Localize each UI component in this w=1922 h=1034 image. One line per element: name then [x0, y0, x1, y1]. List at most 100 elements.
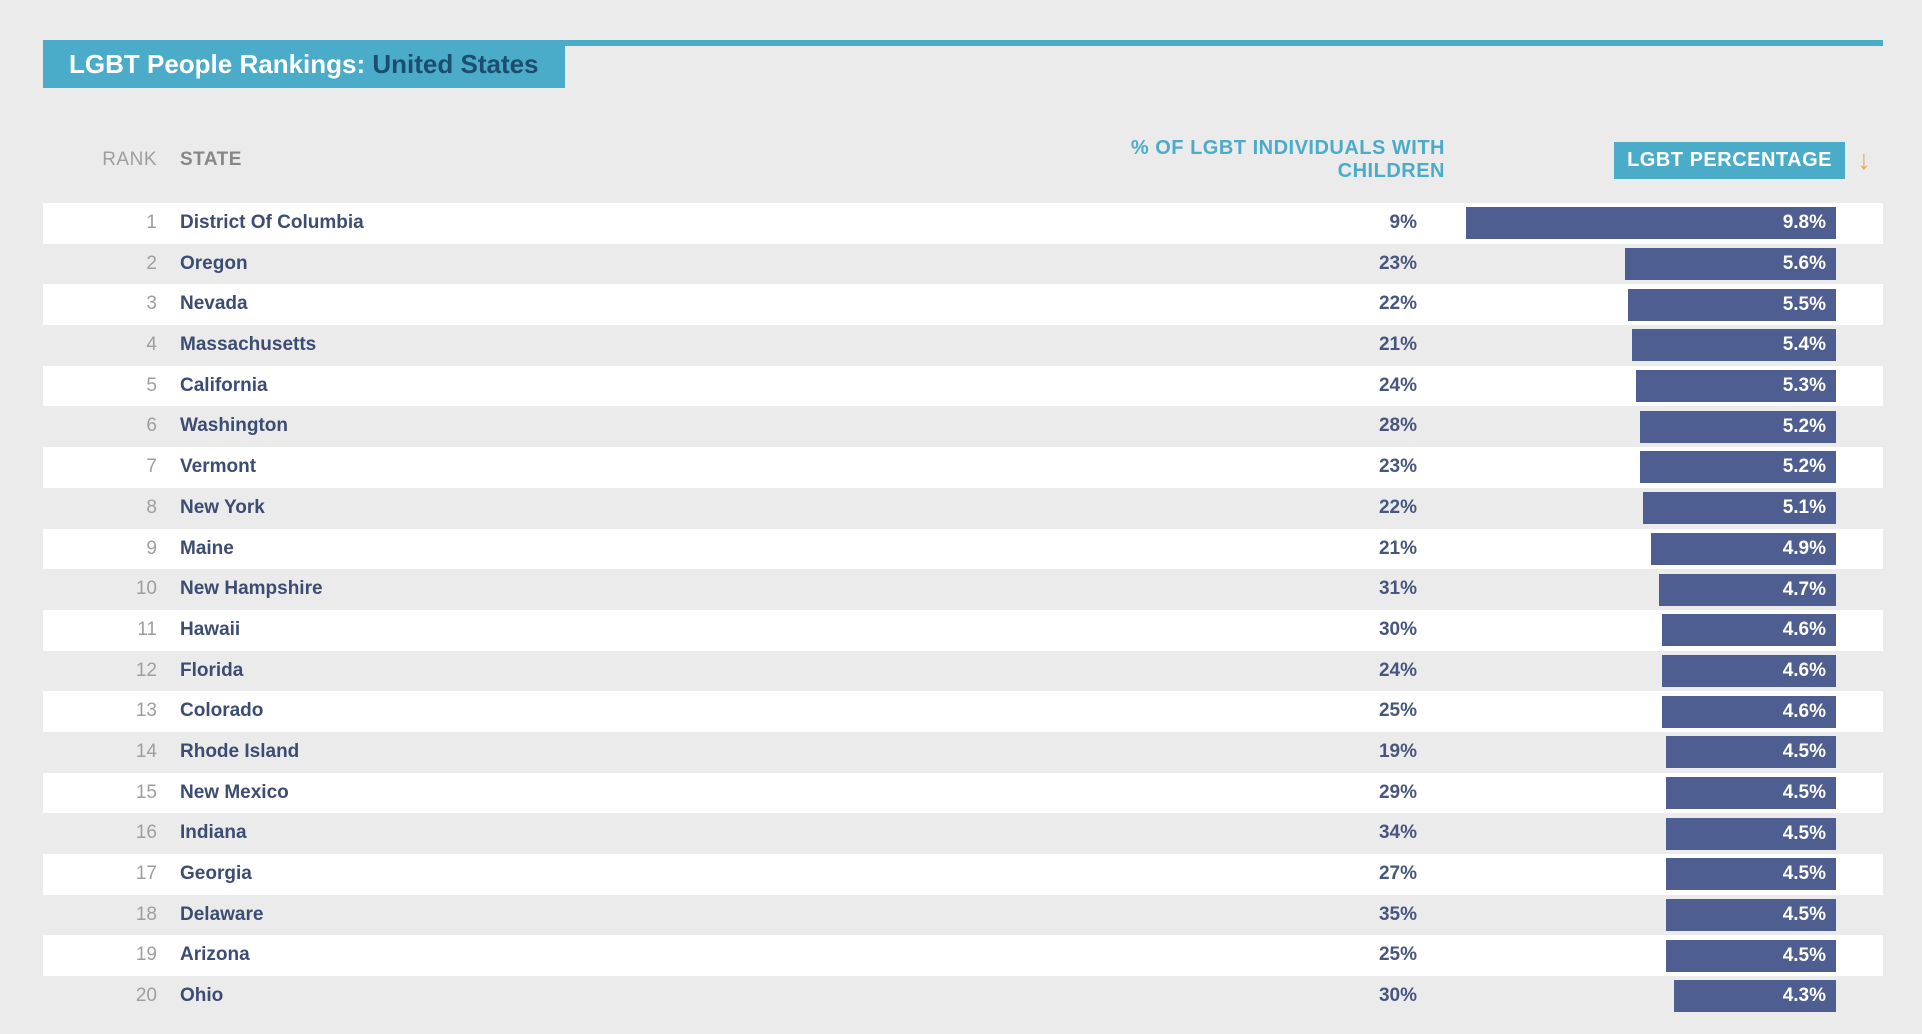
state-column-header: STATE	[180, 149, 242, 170]
rank-cell: 16	[135, 822, 157, 844]
accent-line	[43, 40, 1883, 46]
lgbt-percentage-bar-track: 4.5%	[1466, 813, 1836, 854]
rank-cell: 6	[146, 415, 157, 437]
lgbt-percentage-bar: 4.6%	[1662, 614, 1836, 647]
rank-cell: 15	[135, 781, 157, 803]
lgbt-percentage-value: 4.6%	[1782, 659, 1826, 681]
children-percent-cell: 9%	[1389, 212, 1417, 233]
lgbt-percentage-bar-track: 5.2%	[1466, 447, 1836, 488]
rank-cell: 18	[135, 903, 157, 925]
table-row: 4 Massachusetts 21% 5.4%	[43, 325, 1883, 366]
lgbt-percentage-column-header[interactable]: LGBT PERCENTAGE	[1614, 141, 1845, 179]
lgbt-percentage-bar-track: 5.1%	[1466, 488, 1836, 529]
lgbt-percentage-value: 4.5%	[1782, 944, 1826, 966]
lgbt-percentage-bar-track: 4.5%	[1466, 773, 1836, 814]
state-name-cell: Maine	[180, 537, 234, 559]
sort-descending-icon[interactable]: ↓	[1857, 144, 1871, 175]
table-row: 5 California 24% 5.3%	[43, 365, 1883, 407]
rank-cell: 1	[146, 212, 157, 233]
state-name-cell: Vermont	[180, 456, 257, 478]
state-name-cell: New Mexico	[180, 781, 289, 803]
lgbt-percentage-bar: 4.6%	[1662, 695, 1836, 728]
table-row: 18 Delaware 35% 4.5%	[43, 895, 1883, 936]
children-percent-cell: 34%	[1378, 822, 1417, 844]
lgbt-percentage-bar: 4.5%	[1666, 939, 1836, 972]
children-percent-cell: 19%	[1378, 740, 1417, 762]
children-percent-cell: 29%	[1378, 781, 1417, 803]
lgbt-percentage-bar: 9.8%	[1466, 207, 1836, 240]
lgbt-percentage-bar-track: 4.6%	[1466, 691, 1836, 732]
rank-cell: 5	[146, 374, 157, 396]
lgbt-percentage-bar-track: 4.6%	[1466, 610, 1836, 651]
lgbt-percentage-bar: 5.3%	[1635, 370, 1836, 403]
children-percent-cell: 24%	[1378, 374, 1417, 396]
children-percent-cell: 21%	[1378, 537, 1417, 559]
page-title: LGBT People Rankings: United States	[43, 40, 565, 88]
lgbt-percentage-bar: 5.4%	[1632, 329, 1836, 362]
lgbt-percentage-value: 4.5%	[1782, 822, 1826, 844]
table-row: 14 Rhode Island 19% 4.5%	[43, 732, 1883, 773]
lgbt-percentage-value: 5.3%	[1782, 375, 1826, 397]
lgbt-percentage-value: 4.5%	[1782, 904, 1826, 926]
state-name-cell: New Hampshire	[180, 578, 323, 600]
rank-cell: 9	[146, 537, 157, 559]
lgbt-percentage-bar-track: 4.5%	[1466, 854, 1836, 895]
lgbt-percentage-value: 5.1%	[1782, 497, 1826, 519]
children-percent-column-header[interactable]: % OF LGBT INDIVIDUALS WITH CHILDREN	[1130, 137, 1445, 182]
table-row: 9 Maine 21% 4.9%	[43, 528, 1883, 570]
lgbt-percentage-bar: 5.2%	[1639, 410, 1836, 443]
lgbt-percentage-value: 4.5%	[1782, 781, 1826, 803]
children-percent-cell: 22%	[1378, 293, 1417, 315]
state-name-cell: Nevada	[180, 293, 248, 315]
lgbt-percentage-bar-track: 5.5%	[1466, 284, 1836, 325]
rank-cell: 7	[146, 456, 157, 478]
children-percent-cell: 30%	[1378, 985, 1417, 1007]
lgbt-percentage-value: 4.3%	[1782, 985, 1826, 1007]
lgbt-percentage-value: 4.5%	[1782, 741, 1826, 763]
children-percent-cell: 27%	[1378, 863, 1417, 884]
rankings-widget: LGBT People Rankings: United States RANK…	[43, 0, 1883, 1017]
state-name-cell: California	[180, 374, 268, 396]
children-percent-cell: 30%	[1378, 618, 1417, 640]
children-percent-cell: 28%	[1378, 415, 1417, 437]
state-name-cell: Delaware	[180, 903, 264, 925]
lgbt-percentage-bar-track: 9.8%	[1466, 203, 1836, 244]
children-percent-cell: 25%	[1378, 700, 1417, 722]
state-name-cell: Colorado	[180, 700, 264, 722]
children-percent-cell: 23%	[1378, 252, 1417, 274]
lgbt-percentage-bar: 5.2%	[1639, 451, 1836, 484]
lgbt-percentage-bar-track: 5.3%	[1466, 366, 1836, 407]
rank-cell: 20	[135, 985, 157, 1007]
lgbt-percentage-value: 4.7%	[1782, 578, 1826, 600]
state-name-cell: Oregon	[180, 252, 248, 274]
state-name-cell: Florida	[180, 659, 244, 681]
lgbt-percentage-value: 5.2%	[1782, 456, 1826, 478]
lgbt-percentage-bar-track: 4.6%	[1466, 651, 1836, 692]
state-name-cell: Indiana	[180, 822, 247, 844]
state-name-cell: Ohio	[180, 985, 224, 1007]
table-header-row: RANK STATE % OF LGBT INDIVIDUALS WITH CH…	[43, 88, 1883, 203]
lgbt-percentage-bar-track: 4.7%	[1466, 569, 1836, 610]
rank-column-header: RANK	[102, 149, 157, 170]
children-percent-cell: 23%	[1378, 456, 1417, 478]
table-row: 11 Hawaii 30% 4.6%	[43, 609, 1883, 651]
lgbt-percentage-bar: 5.6%	[1624, 248, 1836, 281]
table-row: 13 Colorado 25% 4.6%	[43, 691, 1883, 732]
lgbt-percentage-bar: 5.1%	[1643, 492, 1836, 525]
rank-cell: 13	[135, 700, 157, 722]
lgbt-percentage-bar-track: 4.5%	[1466, 732, 1836, 773]
table-row: 2 Oregon 23% 5.6%	[43, 244, 1883, 285]
page-title-prefix: LGBT People Rankings:	[69, 49, 373, 79]
lgbt-percentage-value: 4.5%	[1782, 863, 1826, 885]
table-row: 10 New Hampshire 31% 4.7%	[43, 569, 1883, 610]
children-percent-cell: 21%	[1378, 334, 1417, 356]
state-name-cell: Washington	[180, 415, 288, 437]
rank-cell: 3	[146, 293, 157, 315]
table-row: 12 Florida 24% 4.6%	[43, 651, 1883, 692]
lgbt-percentage-bar-track: 4.5%	[1466, 895, 1836, 936]
lgbt-percentage-bar: 4.5%	[1666, 858, 1836, 891]
children-percent-cell: 25%	[1378, 944, 1417, 966]
lgbt-percentage-sort-control[interactable]: LGBT PERCENTAGE ↓	[1466, 141, 1883, 179]
table-row: 17 Georgia 27% 4.5%	[43, 854, 1883, 895]
rank-cell: 12	[135, 659, 157, 681]
